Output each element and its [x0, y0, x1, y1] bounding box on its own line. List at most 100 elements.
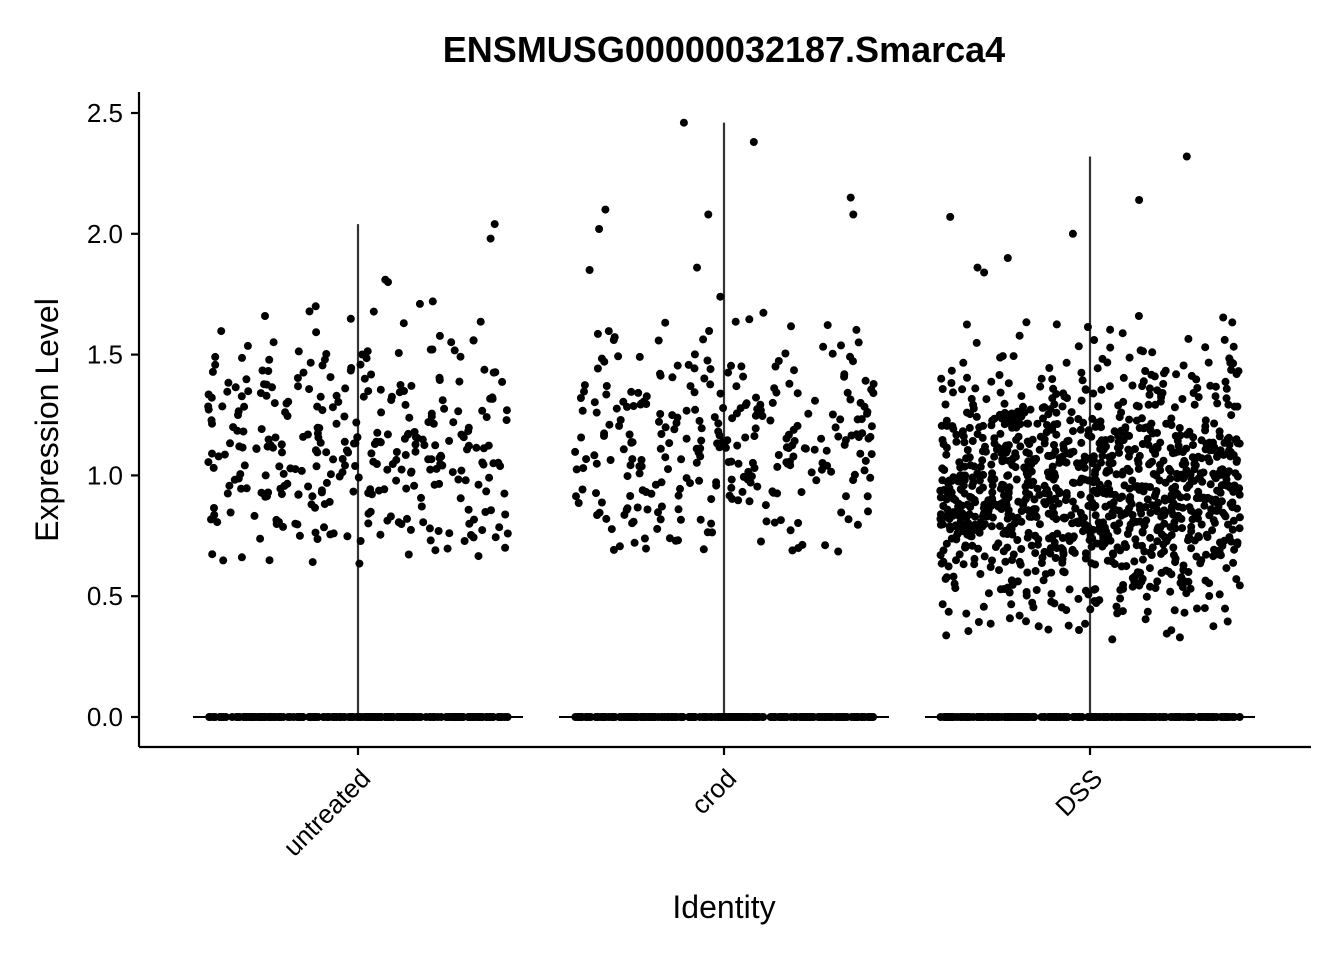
data-point-zero: [376, 713, 385, 721]
data-point: [1071, 504, 1080, 513]
data-point: [1134, 312, 1143, 320]
data-point: [953, 529, 962, 538]
data-point: [975, 423, 984, 432]
data-point-outlier: [585, 266, 594, 274]
data-point: [1069, 479, 1078, 487]
data-point: [367, 449, 376, 458]
data-point: [1142, 592, 1151, 601]
data-point: [1133, 456, 1142, 465]
data-point: [942, 416, 951, 425]
data-point: [602, 514, 611, 523]
data-point: [1093, 364, 1102, 373]
data-point: [1031, 549, 1040, 558]
data-point: [445, 436, 454, 445]
data-point: [1081, 586, 1090, 595]
data-point-zero: [205, 713, 214, 721]
data-point: [996, 388, 1005, 397]
data-point: [1166, 523, 1175, 532]
data-point-zero: [1235, 713, 1244, 721]
data-point: [487, 506, 495, 515]
data-point: [1141, 615, 1150, 624]
data-point: [745, 497, 754, 506]
data-point: [972, 412, 981, 421]
data-point: [690, 388, 699, 397]
data-point: [759, 308, 768, 317]
data-point-zero: [591, 713, 600, 721]
data-point: [1079, 418, 1088, 427]
data-point: [656, 515, 665, 524]
x-tick-label: untreated: [277, 763, 376, 862]
data-point: [947, 366, 956, 375]
data-point: [1013, 536, 1022, 544]
data-point: [495, 523, 504, 532]
data-point: [498, 377, 507, 386]
data-point: [1219, 450, 1228, 459]
data-point: [1092, 476, 1101, 485]
data-point: [1130, 557, 1139, 566]
data-point: [1110, 427, 1119, 436]
data-point: [1090, 486, 1098, 495]
data-point-zero: [1116, 713, 1124, 721]
data-point: [657, 430, 666, 438]
data-point: [305, 385, 314, 394]
data-point: [1155, 476, 1164, 485]
data-point: [367, 370, 376, 379]
data-point: [668, 373, 677, 382]
data-point: [1200, 604, 1209, 613]
data-point-zero: [1040, 713, 1049, 721]
data-point: [937, 374, 946, 383]
data-point: [1105, 485, 1114, 494]
data-point-zero: [997, 713, 1006, 721]
data-point: [1235, 513, 1244, 522]
plot-area: [193, 118, 1255, 721]
data-point: [1076, 490, 1085, 499]
data-point: [973, 526, 982, 535]
data-point: [1180, 608, 1189, 617]
data-point: [697, 436, 706, 445]
data-point: [990, 414, 999, 423]
data-point: [320, 523, 328, 532]
data-point: [846, 395, 855, 404]
data-point: [635, 469, 644, 478]
data-point: [944, 479, 953, 488]
data-point: [965, 453, 974, 462]
data-point: [937, 421, 946, 430]
data-point: [502, 406, 511, 415]
data-point: [286, 464, 295, 473]
data-point: [1227, 411, 1236, 420]
data-point: [257, 425, 266, 434]
data-point: [386, 512, 395, 521]
data-point: [1076, 508, 1085, 517]
data-point: [405, 413, 414, 422]
data-point: [960, 438, 969, 447]
data-point: [1040, 403, 1049, 412]
data-point-zero: [498, 713, 506, 721]
data-point: [761, 501, 770, 510]
data-point: [1051, 554, 1060, 562]
data-point: [243, 341, 252, 350]
data-point: [1221, 604, 1229, 613]
data-point: [861, 376, 870, 385]
data-point-zero: [464, 713, 473, 721]
data-point: [593, 329, 602, 338]
data-point: [980, 552, 989, 561]
data-point: [211, 360, 220, 369]
data-point-outlier: [679, 118, 688, 127]
data-point: [1143, 434, 1152, 443]
data-point: [435, 479, 444, 488]
data-point: [1065, 585, 1074, 594]
data-point: [867, 422, 876, 431]
data-point: [338, 455, 347, 463]
data-point: [436, 451, 445, 460]
data-point: [1112, 470, 1121, 479]
data-point: [1145, 384, 1154, 393]
data-point: [1070, 548, 1079, 557]
data-point: [1034, 622, 1043, 631]
data-point: [959, 560, 968, 569]
data-point: [1025, 490, 1034, 499]
data-point: [1204, 358, 1213, 367]
data-point: [1005, 524, 1014, 533]
data-point: [592, 489, 600, 498]
data-point: [801, 444, 810, 453]
data-point: [784, 444, 793, 453]
